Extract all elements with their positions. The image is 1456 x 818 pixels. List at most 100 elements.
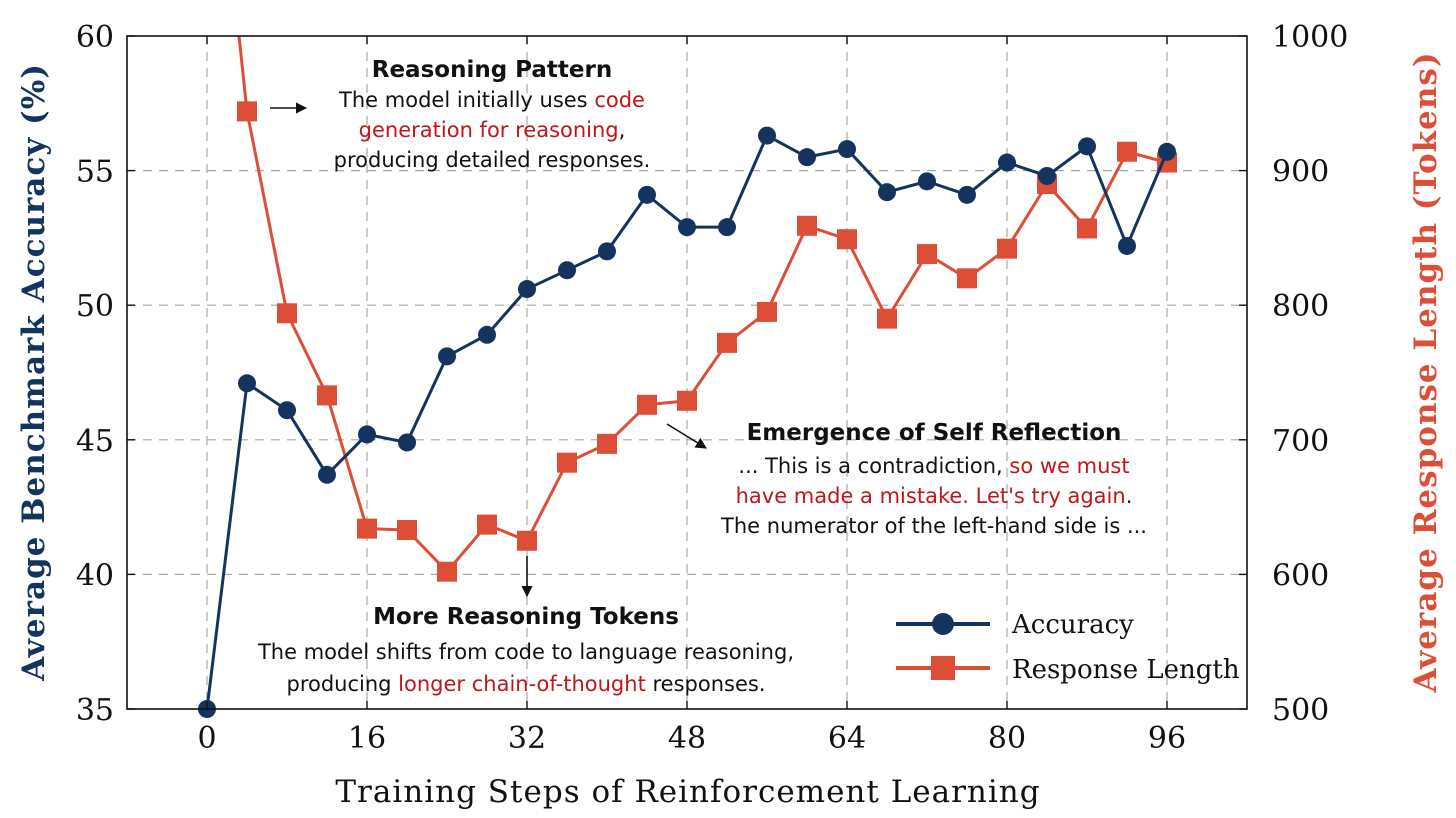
self-reflection-line-3-segment-1: The numerator of the left-hand side is .…	[720, 514, 1147, 538]
accuracy-point-36	[558, 261, 576, 280]
legend-label-accuracy: Accuracy	[1011, 610, 1134, 640]
x-tick-label-64: 64	[828, 721, 866, 756]
self-reflection-line-1: ... This is a contradiction, so we must	[738, 454, 1129, 478]
accuracy-point-28	[478, 325, 496, 344]
accuracy-point-48	[678, 218, 696, 237]
self-reflection-title: Emergence of Self Reflection	[747, 420, 1122, 446]
accuracy-point-56	[758, 126, 776, 145]
more-tokens-line-1-segment-1: The model shifts from code to language r…	[257, 640, 794, 664]
self-reflection-line-2-segment-2: .	[1126, 484, 1133, 508]
self-reflection-arrow	[666, 423, 707, 449]
accuracy-point-72	[918, 172, 936, 191]
accuracy-point-52	[718, 218, 736, 237]
response-length-point-88	[1077, 218, 1097, 239]
response-length-point-4	[237, 101, 257, 122]
accuracy-point-24	[438, 347, 456, 366]
reasoning-pattern-line-1-segment-2: code	[594, 88, 645, 112]
series-layer	[198, 35, 1177, 718]
x-tick-label-0: 0	[197, 721, 216, 756]
right-tick-label-500: 500	[1272, 693, 1329, 728]
left-tick-label-50: 50	[76, 289, 114, 324]
right-tick-label-600: 600	[1272, 558, 1329, 593]
x-tick-label-32: 32	[508, 721, 546, 756]
left-axis-title: Average Benchmark Accuracy (%)	[16, 63, 52, 682]
accuracy-point-80	[998, 153, 1016, 172]
more-tokens-line-2-segment-1: producing	[286, 672, 398, 696]
more-tokens-title: More Reasoning Tokens	[373, 604, 679, 630]
reasoning-pattern-line-1: The model initially uses code	[338, 88, 645, 112]
left-tick-label-45: 45	[76, 424, 114, 459]
accuracy-point-96	[1158, 142, 1176, 161]
self-reflection-line-2-segment-1: have made a mistake. Let's try again	[736, 484, 1126, 508]
legend-marker-response-length	[931, 656, 955, 680]
x-axis-title: Training Steps of Reinforcement Learning	[335, 774, 1040, 810]
self-reflection-line-3: The numerator of the left-hand side is .…	[720, 514, 1147, 538]
annotation-reasoning-pattern: Reasoning Pattern The model initially us…	[270, 57, 650, 172]
reasoning-pattern-text: The model initially uses code generation …	[334, 88, 651, 172]
response-length-point-12	[317, 385, 337, 406]
accuracy-point-60	[798, 148, 816, 167]
response-length-point-56	[757, 301, 777, 322]
response-length-point-64	[837, 229, 857, 250]
more-tokens-line-1: The model shifts from code to language r…	[257, 640, 794, 664]
response-length-point-28	[477, 514, 497, 535]
reasoning-pattern-line-2-segment-1: generation for reasoning	[359, 118, 619, 142]
reasoning-pattern-line-1-segment-1: The model initially uses	[338, 88, 594, 112]
reasoning-pattern-line-3: producing detailed responses.	[334, 148, 651, 172]
x-tick-label-48: 48	[668, 721, 706, 756]
response-length-point-60	[797, 215, 817, 236]
accuracy-point-84	[1038, 166, 1056, 185]
tick-labels: 0 16 32 48 64 80 96 35 40 45 50 55 60 500 600 700 800 900…	[76, 20, 1349, 756]
right-axis-title: Average Response Length (Tokens)	[1408, 51, 1444, 693]
annotation-self-reflection: Emergence of Self Reflection ... This is…	[666, 420, 1147, 538]
response-length-point-92	[1117, 141, 1137, 162]
response-length-point-40	[597, 433, 617, 454]
self-reflection-line-1-segment-2: so we must	[1009, 454, 1129, 478]
accuracy-point-32	[518, 280, 536, 299]
response-length-point-68	[877, 308, 897, 329]
grid-lines	[127, 36, 1247, 709]
legend: Accuracy Response Length	[896, 610, 1240, 685]
response-length-point-44	[637, 394, 657, 415]
accuracy-point-12	[318, 465, 336, 484]
accuracy-point-76	[958, 185, 976, 204]
response-length-point-48	[677, 390, 697, 411]
x-tick-label-16: 16	[348, 721, 386, 756]
response-length-point-72	[917, 244, 937, 265]
self-reflection-line-2: have made a mistake. Let's try again.	[736, 484, 1133, 508]
more-tokens-text: The model shifts from code to language r…	[257, 640, 794, 696]
response-length-point-16	[357, 518, 377, 539]
response-length-point-80	[997, 238, 1017, 259]
left-tick-label-55: 55	[76, 155, 114, 190]
accuracy-point-68	[878, 183, 896, 202]
accuracy-point-88	[1078, 137, 1096, 156]
accuracy-point-8	[278, 401, 296, 420]
more-tokens-line-2-segment-3: responses.	[646, 672, 766, 696]
reasoning-pattern-title: Reasoning Pattern	[372, 57, 613, 83]
accuracy-point-40	[598, 242, 616, 261]
response-length-point-76	[957, 268, 977, 289]
reasoning-pattern-line-2-segment-2: ,	[619, 118, 626, 142]
more-tokens-line-2: producing longer chain-of-thought respon…	[286, 672, 765, 696]
left-tick-label-40: 40	[76, 558, 114, 593]
accuracy-point-44	[638, 185, 656, 204]
x-tick-label-80: 80	[988, 721, 1026, 756]
reasoning-pattern-line-3-segment-1: producing detailed responses.	[334, 148, 651, 172]
response-length-point-24	[437, 561, 457, 582]
response-length-point-52	[717, 332, 737, 353]
annotation-more-tokens: More Reasoning Tokens The model shifts f…	[257, 556, 794, 696]
legend-label-response-length: Response Length	[1012, 655, 1240, 685]
accuracy-point-16	[358, 425, 376, 444]
legend-marker-accuracy	[932, 613, 954, 635]
right-tick-label-800: 800	[1272, 289, 1329, 324]
more-tokens-line-2-segment-2: longer chain-of-thought	[398, 672, 646, 696]
response-length-point-20	[397, 519, 417, 540]
accuracy-point-92	[1118, 236, 1136, 255]
self-reflection-line-1-segment-1: ... This is a contradiction,	[738, 454, 1009, 478]
right-tick-label-700: 700	[1272, 424, 1329, 459]
reasoning-pattern-line-2: generation for reasoning,	[359, 118, 626, 142]
self-reflection-text: ... This is a contradiction, so we must h…	[720, 454, 1147, 538]
accuracy-point-4	[238, 374, 256, 393]
left-tick-label-60: 60	[76, 20, 114, 55]
